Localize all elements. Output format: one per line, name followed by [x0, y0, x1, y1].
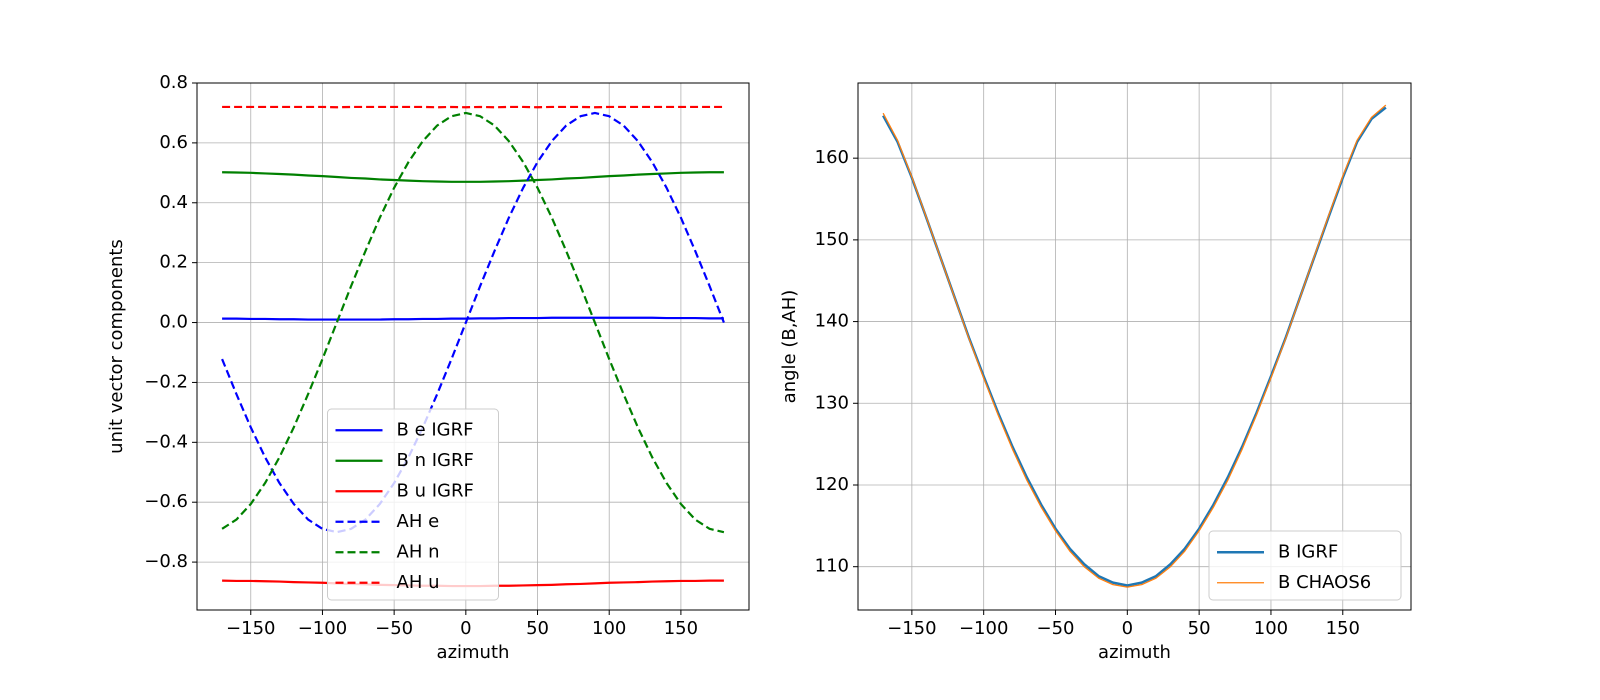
y-tick-label: 0.8 — [159, 72, 188, 93]
axes-frame — [196, 82, 750, 611]
x-tick-label: 150 — [664, 618, 698, 639]
y-tick-label: 110 — [815, 556, 849, 577]
x-tick-label: −50 — [1037, 618, 1075, 639]
x-tick-label: 0 — [460, 618, 471, 639]
x-tick-label: 100 — [592, 618, 626, 639]
legend-label: B CHAOS6 — [1278, 572, 1371, 593]
series-line — [222, 316, 724, 321]
legend-label: B IGRF — [1278, 541, 1338, 562]
x-tick-label: −150 — [226, 618, 275, 639]
y-tick-label: 150 — [815, 229, 849, 250]
x-tick-label: −100 — [298, 618, 347, 639]
legend: B e IGRF B n IGRF B u IGRF AH e AH n AH u — [327, 408, 499, 601]
legend-label: AH e — [397, 511, 440, 532]
x-tick-label: −150 — [887, 618, 936, 639]
y-tick-label: 160 — [815, 147, 849, 168]
y-tick-label: −0.8 — [144, 551, 188, 572]
x-tick-label: 50 — [1188, 618, 1211, 639]
axes-frame — [857, 82, 1412, 611]
legend-label: AH u — [397, 572, 440, 593]
y-tick-label: −0.2 — [144, 371, 188, 392]
legend: B IGRF B CHAOS6 — [1208, 530, 1402, 601]
x-axis-label: azimuth — [1098, 642, 1171, 663]
legend-label: B e IGRF — [397, 419, 474, 440]
x-tick-label: −100 — [959, 618, 1008, 639]
series-line — [882, 104, 1387, 588]
x-tick-label: 100 — [1254, 618, 1288, 639]
y-axis-label: angle (B,AH) — [779, 290, 800, 404]
y-tick-label: 0.4 — [159, 192, 188, 213]
y-tick-label: 120 — [815, 474, 849, 495]
y-tick-label: 140 — [815, 311, 849, 332]
series-line — [882, 106, 1387, 587]
y-tick-label: 0.0 — [159, 312, 188, 333]
y-tick-label: 0.6 — [159, 132, 188, 153]
y-tick-label: 130 — [815, 392, 849, 413]
legend-box — [327, 408, 499, 601]
series-line — [221, 111, 725, 534]
series-line — [221, 111, 725, 534]
legend-label: B n IGRF — [397, 450, 474, 471]
x-axis-label: azimuth — [437, 642, 510, 663]
x-tick-label: 50 — [526, 618, 549, 639]
x-tick-label: 0 — [1122, 618, 1133, 639]
series-line — [222, 171, 724, 183]
legend-label: AH n — [397, 541, 440, 562]
x-tick-label: 150 — [1326, 618, 1360, 639]
legend-label: B u IGRF — [397, 480, 474, 501]
x-tick-label: −50 — [375, 618, 413, 639]
y-axis-label: unit vector components — [106, 239, 127, 454]
y-tick-label: 0.2 — [159, 252, 188, 273]
y-tick-label: −0.4 — [144, 431, 188, 452]
y-tick-label: −0.6 — [144, 491, 188, 512]
